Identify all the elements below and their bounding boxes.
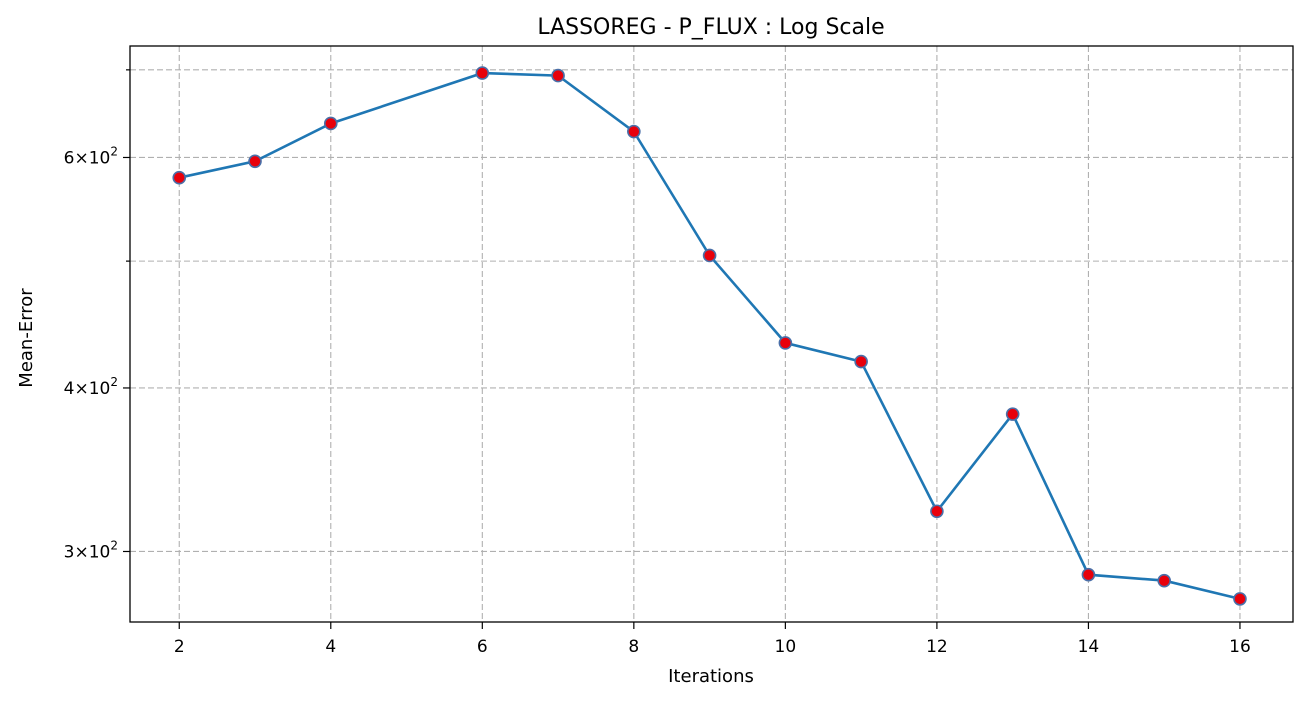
data-point [248, 154, 262, 169]
data-point [854, 354, 868, 369]
data-point [475, 66, 490, 80]
grid-lines [130, 46, 1293, 622]
chart-title: LASSOREG - P_FLUX : Log Scale [537, 15, 884, 40]
y-tick-label: 3×102 [64, 538, 118, 562]
data-point [778, 336, 793, 350]
y-tick-label: 4×102 [64, 375, 118, 399]
data-point [1157, 573, 1171, 588]
series-line [178, 71, 1241, 601]
plot-frame [129, 45, 1294, 623]
data-point [702, 248, 717, 263]
x-axis-label: Iterations [668, 666, 754, 687]
x-tick-label: 6 [477, 637, 488, 657]
data-point [1233, 592, 1247, 606]
y-axis-label: Mean-Error [16, 288, 37, 388]
x-tick-label: 8 [628, 637, 639, 657]
x-tick-label: 14 [1078, 637, 1100, 657]
x-tick-label: 2 [174, 637, 185, 657]
series-layer [172, 66, 1247, 606]
x-tick-label: 4 [325, 637, 336, 657]
data-point [930, 504, 944, 519]
x-tick-label: 10 [775, 637, 797, 657]
data-point [551, 68, 565, 83]
data-point [627, 124, 641, 139]
data-point [323, 116, 338, 131]
axis-ticks: 2 4 6 8 10 12 14 16 3×102 4×102 6×102 [64, 69, 1251, 657]
data-point [1081, 567, 1096, 582]
x-tick-label: 16 [1229, 637, 1251, 657]
x-tick-label: 12 [926, 637, 948, 657]
data-point [1005, 407, 1020, 421]
y-tick-label: 6×102 [64, 144, 118, 168]
data-point [172, 170, 187, 185]
